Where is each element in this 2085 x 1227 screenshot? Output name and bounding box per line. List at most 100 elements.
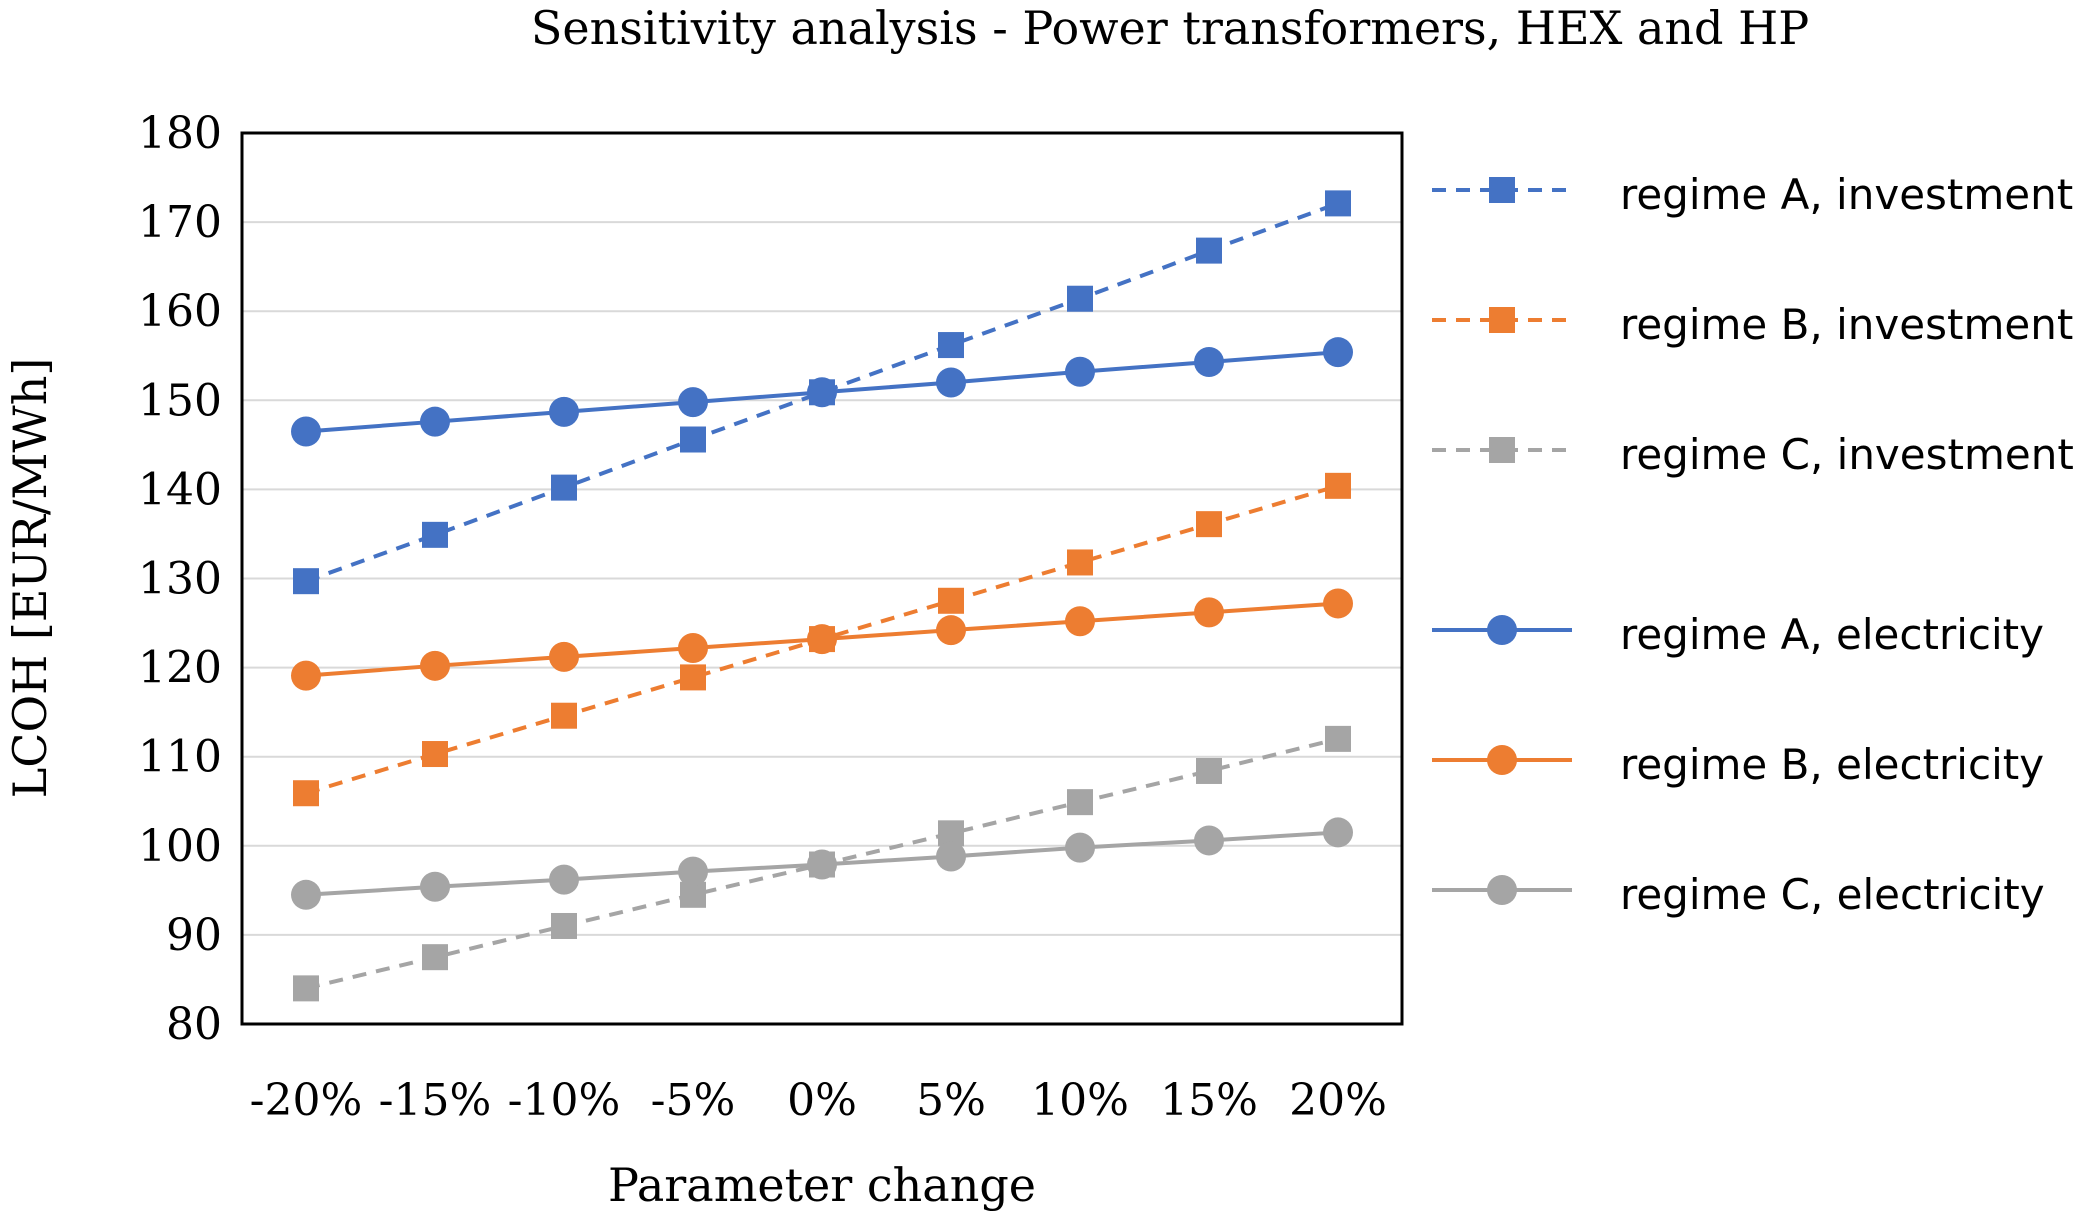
series-regime-b-electricity bbox=[291, 588, 1353, 691]
legend-marker bbox=[1487, 875, 1517, 905]
data-point bbox=[680, 426, 706, 453]
data-point bbox=[938, 332, 964, 359]
legend-item-regime-c-investment: regime C, investment bbox=[1432, 430, 2074, 479]
series-regime-a-electricity bbox=[291, 337, 1353, 447]
data-point bbox=[422, 741, 448, 768]
series-layer bbox=[291, 190, 1353, 1002]
data-point bbox=[678, 856, 708, 887]
y-tick-label: 160 bbox=[138, 286, 222, 337]
data-point bbox=[938, 587, 964, 614]
x-tick-label: 15% bbox=[1160, 1075, 1258, 1126]
data-point bbox=[549, 396, 579, 427]
x-tick-label: -20% bbox=[250, 1075, 363, 1126]
x-tick-label: -15% bbox=[379, 1075, 492, 1126]
legend-label: regime A, electricity bbox=[1620, 610, 2044, 659]
data-point bbox=[291, 416, 321, 447]
data-point bbox=[422, 944, 448, 971]
legend-item-regime-a-electricity: regime A, electricity bbox=[1432, 610, 2044, 659]
y-tick-label: 80 bbox=[166, 999, 222, 1050]
legend-item-regime-b-electricity: regime B, electricity bbox=[1432, 740, 2044, 789]
data-point bbox=[551, 912, 577, 939]
series-line-regime-a-investment bbox=[305, 201, 1339, 584]
data-point bbox=[680, 664, 706, 691]
data-point bbox=[936, 841, 966, 872]
data-point bbox=[549, 864, 579, 895]
data-point bbox=[420, 650, 450, 681]
data-point bbox=[1065, 832, 1095, 863]
y-tick-label: 150 bbox=[138, 375, 222, 426]
legend: regime A, investment regime B, investment… bbox=[1432, 170, 2074, 919]
series-regime-a-investment bbox=[293, 190, 1351, 595]
data-point bbox=[1194, 597, 1224, 628]
data-point bbox=[1325, 190, 1351, 217]
data-point bbox=[293, 568, 319, 595]
y-tick-label: 140 bbox=[138, 464, 222, 515]
y-tick-label: 170 bbox=[138, 197, 222, 248]
x-tick-label: 10% bbox=[1031, 1075, 1129, 1126]
x-tick-label: 0% bbox=[787, 1075, 857, 1126]
legend-item-regime-a-investment: regime A, investment bbox=[1432, 170, 2073, 219]
legend-label: regime C, electricity bbox=[1620, 870, 2045, 919]
data-point bbox=[1323, 337, 1353, 368]
x-axis-tick-labels: -20% -15% -10% -5% 0% 5% 10% 15% 20% bbox=[250, 1075, 1387, 1126]
y-tick-label: 180 bbox=[138, 108, 222, 159]
data-point bbox=[1323, 588, 1353, 619]
legend-item-regime-b-investment: regime B, investment bbox=[1432, 300, 2073, 349]
y-tick-label: 120 bbox=[138, 643, 222, 694]
data-point bbox=[1323, 817, 1353, 848]
legend-label: regime C, investment bbox=[1620, 430, 2074, 479]
data-point bbox=[807, 624, 837, 655]
legend-item-regime-c-electricity: regime C, electricity bbox=[1432, 870, 2045, 919]
y-axis-tick-labels: 80 90 100 110 120 130 140 150 160 170 180 bbox=[138, 108, 222, 1050]
y-axis-label: LCOH [EUR/MWh] bbox=[3, 358, 57, 799]
data-point bbox=[291, 660, 321, 691]
data-point bbox=[1065, 356, 1095, 387]
data-point bbox=[807, 377, 837, 408]
data-point bbox=[1325, 472, 1351, 499]
data-point bbox=[1067, 789, 1093, 816]
legend-marker bbox=[1487, 745, 1517, 775]
data-point bbox=[1196, 757, 1222, 784]
legend-label: regime A, investment bbox=[1620, 170, 2073, 219]
data-point bbox=[936, 367, 966, 398]
legend-label: regime B, investment bbox=[1620, 300, 2073, 349]
data-point bbox=[807, 849, 837, 880]
legend-label: regime B, electricity bbox=[1620, 740, 2044, 789]
data-point bbox=[1065, 606, 1095, 637]
data-point bbox=[678, 387, 708, 418]
x-axis-label: Parameter change bbox=[608, 1158, 1036, 1212]
y-tick-label: 90 bbox=[166, 910, 222, 961]
plot-area-frame bbox=[240, 131, 1404, 1026]
y-tick-label: 100 bbox=[138, 821, 222, 872]
data-point bbox=[291, 879, 321, 910]
legend-marker bbox=[1487, 615, 1517, 645]
y-tick-label: 110 bbox=[138, 732, 222, 783]
data-point bbox=[420, 871, 450, 902]
x-tick-label: -5% bbox=[651, 1075, 736, 1126]
data-point bbox=[1194, 346, 1224, 377]
data-point bbox=[1325, 725, 1351, 752]
y-tick-label: 130 bbox=[138, 554, 222, 605]
data-point bbox=[678, 632, 708, 663]
x-tick-label: 20% bbox=[1289, 1075, 1387, 1126]
data-point bbox=[1194, 825, 1224, 856]
data-point bbox=[549, 641, 579, 672]
data-point bbox=[1067, 549, 1093, 576]
data-point bbox=[422, 521, 448, 548]
legend-marker bbox=[1489, 437, 1515, 463]
data-point bbox=[1067, 285, 1093, 312]
x-tick-label: 5% bbox=[916, 1075, 986, 1126]
series-regime-c-electricity bbox=[291, 817, 1353, 910]
data-point bbox=[1196, 511, 1222, 538]
data-point bbox=[1196, 237, 1222, 264]
data-point bbox=[420, 406, 450, 437]
x-tick-label: -10% bbox=[508, 1075, 621, 1126]
data-point bbox=[936, 615, 966, 646]
data-point bbox=[551, 702, 577, 729]
legend-marker bbox=[1489, 177, 1515, 203]
data-point bbox=[551, 474, 577, 501]
chart-title: Sensitivity analysis - Power transformer… bbox=[531, 1, 1809, 55]
legend-marker bbox=[1489, 307, 1515, 333]
data-point bbox=[293, 975, 319, 1002]
